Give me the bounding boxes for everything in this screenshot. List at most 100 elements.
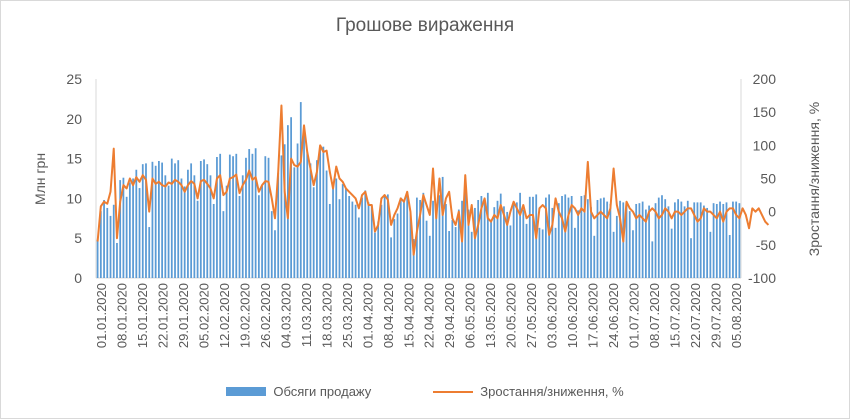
y-tick-label: 10 xyxy=(66,190,82,206)
bar-97 xyxy=(409,212,412,278)
x-tick-label: 12.02.2020 xyxy=(217,283,232,348)
bar-8 xyxy=(122,177,125,278)
bar-0 xyxy=(96,239,99,278)
bar-64 xyxy=(303,128,305,278)
bar-38 xyxy=(219,153,222,278)
bar-125 xyxy=(499,193,502,278)
bar-104 xyxy=(432,200,434,278)
x-tick-label: 22.07.2020 xyxy=(688,283,703,348)
bar-series xyxy=(96,102,741,279)
x-tick-label: 15.04.2020 xyxy=(401,283,416,348)
bar-192 xyxy=(715,203,718,278)
bar-103 xyxy=(428,235,431,278)
bar-21 xyxy=(164,175,167,278)
bar-148 xyxy=(574,227,576,278)
bar-149 xyxy=(577,210,580,278)
bar-13 xyxy=(138,188,141,278)
bar-171 xyxy=(648,205,650,278)
y2-tick-label: -50 xyxy=(756,237,776,253)
x-tick-label: 01.01.2020 xyxy=(94,283,109,348)
bar-88 xyxy=(380,204,383,278)
bar-2 xyxy=(103,199,105,278)
bar-45 xyxy=(241,175,244,278)
bar-153 xyxy=(590,207,592,278)
bar-129 xyxy=(512,203,515,278)
x-tick-label: 15.07.2020 xyxy=(668,283,683,348)
bar-105 xyxy=(435,204,438,278)
bar-173 xyxy=(654,203,657,278)
bar-199 xyxy=(738,203,741,278)
y-axis-ticks: 0 5 10 15 20 25 xyxy=(66,71,82,286)
bar-46 xyxy=(245,157,247,278)
bar-73 xyxy=(332,183,334,278)
bar-20 xyxy=(161,162,163,278)
bar-157 xyxy=(603,197,605,278)
bar-31 xyxy=(196,200,199,278)
bar-63 xyxy=(299,102,302,278)
bar-28 xyxy=(187,169,189,278)
y2-tick-label: 0 xyxy=(768,204,776,220)
bar-162 xyxy=(619,200,621,278)
bar-134 xyxy=(528,196,531,278)
bar-144 xyxy=(561,196,563,278)
x-tick-label: 04.03.2020 xyxy=(278,283,293,348)
bar-147 xyxy=(570,196,573,278)
bar-198 xyxy=(735,201,738,278)
bar-158 xyxy=(606,201,609,278)
bar-92 xyxy=(393,219,396,278)
bar-164 xyxy=(625,202,628,278)
x-tick-label: 15.01.2020 xyxy=(135,283,150,348)
x-tick-label: 06.05.2020 xyxy=(463,283,478,348)
bar-66 xyxy=(309,163,312,278)
bar-52 xyxy=(264,156,267,278)
bar-40 xyxy=(225,185,228,278)
bar-185 xyxy=(693,202,696,278)
bar-85 xyxy=(370,204,373,278)
bar-18 xyxy=(154,165,157,278)
bar-188 xyxy=(703,205,705,278)
bar-112 xyxy=(457,209,460,278)
bar-12 xyxy=(135,169,138,278)
bar-117 xyxy=(474,207,476,278)
bar-150 xyxy=(580,196,583,278)
bar-177 xyxy=(667,206,670,278)
bar-140 xyxy=(548,194,550,278)
x-tick-label: 08.07.2020 xyxy=(647,283,662,348)
bar-23 xyxy=(170,158,173,278)
bar-55 xyxy=(274,230,276,278)
x-tick-label: 13.05.2020 xyxy=(483,283,498,348)
bar-19 xyxy=(158,160,160,278)
bar-22 xyxy=(167,185,170,278)
bar-62 xyxy=(296,143,299,278)
bar-48 xyxy=(251,153,254,278)
bar-170 xyxy=(644,209,647,278)
x-tick-label: 22.01.2020 xyxy=(156,283,171,348)
bar-89 xyxy=(383,194,386,278)
bar-10 xyxy=(128,182,131,278)
bar-6 xyxy=(116,242,118,278)
bar-87 xyxy=(377,221,380,278)
bar-78 xyxy=(348,196,351,278)
x-tick-label: 05.02.2020 xyxy=(196,283,211,348)
y2-tick-label: 200 xyxy=(753,71,777,87)
bar-128 xyxy=(509,225,512,278)
bar-68 xyxy=(316,160,318,278)
bar-181 xyxy=(680,201,683,278)
bar-141 xyxy=(551,207,554,278)
bar-3 xyxy=(106,207,109,278)
bar-24 xyxy=(174,163,176,278)
bar-94 xyxy=(399,197,402,278)
bar-190 xyxy=(709,231,712,278)
bar-74 xyxy=(335,178,338,278)
bar-86 xyxy=(374,232,376,278)
bar-26 xyxy=(180,178,183,278)
bar-84 xyxy=(367,202,370,278)
bar-70 xyxy=(322,146,325,278)
bar-180 xyxy=(677,199,679,278)
bar-114 xyxy=(464,185,467,278)
bar-83 xyxy=(364,190,367,278)
bar-172 xyxy=(651,241,654,278)
bar-57 xyxy=(280,155,283,278)
bar-187 xyxy=(699,202,702,278)
bar-110 xyxy=(451,219,454,278)
